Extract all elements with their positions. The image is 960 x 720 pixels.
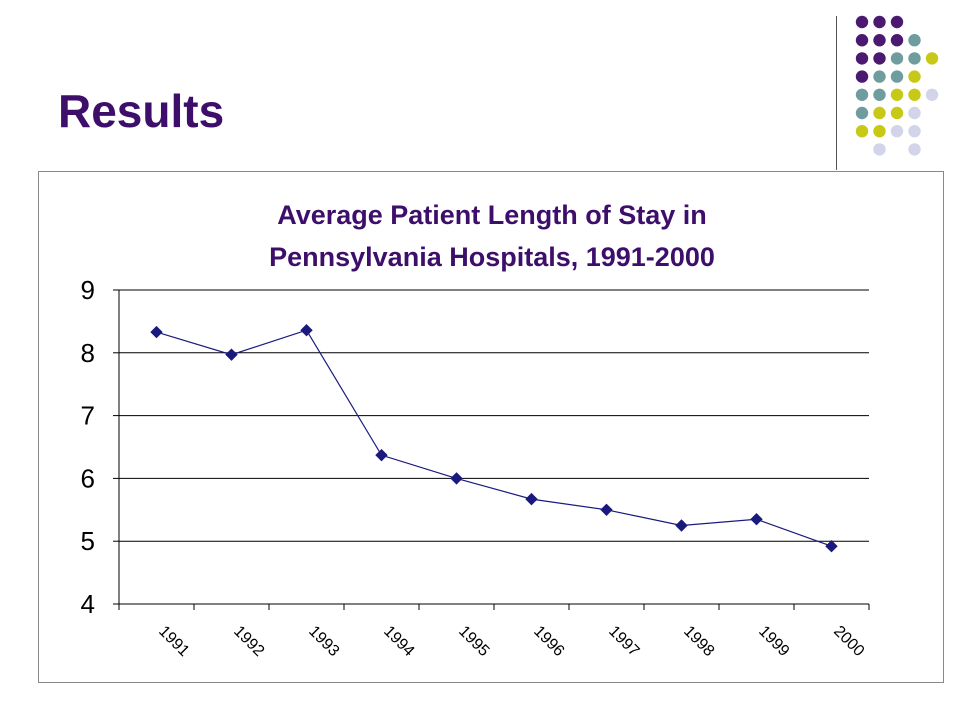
decorative-dot	[890, 34, 904, 47]
decorative-dot	[873, 125, 886, 138]
y-tick-label: 4	[81, 589, 95, 619]
decorative-dot	[855, 70, 869, 83]
x-tick-label: 1997	[605, 623, 642, 660]
chart-frame: 4 5 6 7 8 9 1991 1992 1993 1994 1995 1996 1997 1998 19…	[38, 171, 944, 683]
decorative-dot	[890, 125, 904, 138]
decorative-dot	[873, 88, 886, 102]
x-tick-label: 2000	[830, 623, 867, 660]
decorative-dot	[855, 15, 869, 29]
data-point	[375, 448, 388, 462]
decorative-dot	[890, 88, 904, 102]
decorative-dot	[855, 125, 869, 138]
decorative-dot	[890, 52, 904, 65]
data-point	[450, 472, 463, 485]
decorative-dot	[855, 88, 869, 102]
decorative-dot-grid	[855, 15, 939, 156]
data-point	[600, 503, 613, 517]
chart-plot: 4 5 6 7 8 9 1991 1992 1993 1994 1995 1996 1997 1998 19…	[81, 275, 870, 660]
y-tick-label: 8	[81, 338, 95, 368]
data-point	[225, 348, 238, 361]
decorative-dot	[908, 143, 921, 156]
x-tick-label: 1999	[755, 623, 792, 660]
decorative-dot	[873, 15, 886, 29]
x-tick-label: 1996	[530, 623, 567, 660]
decorative-dot	[925, 52, 939, 65]
decorative-dot	[890, 106, 904, 120]
y-tick-label: 5	[81, 526, 95, 556]
y-tick-label: 9	[81, 275, 95, 305]
x-tick-label: 1998	[680, 623, 717, 660]
decorative-dot	[855, 106, 869, 120]
x-tick-label: 1992	[230, 623, 267, 660]
decorative-dot	[890, 15, 904, 29]
x-tick-label: 1991	[155, 623, 192, 660]
data-point	[150, 325, 163, 339]
chart-title: Average Patient Length of Stay in Pennsy…	[39, 194, 945, 278]
series-line	[156, 329, 832, 547]
data-point	[300, 323, 313, 337]
decorative-dot	[855, 34, 869, 47]
chart-title-line-1: Average Patient Length of Stay in	[277, 200, 707, 230]
x-tick-label: 1995	[455, 623, 492, 660]
divider-line	[836, 16, 837, 170]
y-tick-label: 7	[81, 401, 95, 431]
decorative-dot	[873, 34, 886, 47]
decorative-dot	[873, 70, 886, 83]
decorative-dot	[908, 70, 921, 83]
data-point	[675, 519, 688, 532]
decorative-dot	[908, 52, 921, 65]
decorative-dot	[855, 52, 869, 65]
chart-title-line-2: Pennsylvania Hospitals, 1991-2000	[269, 242, 715, 272]
slide-title: Results	[58, 85, 225, 137]
decorative-dot	[908, 106, 921, 120]
decorative-dot	[890, 70, 904, 83]
x-tick-label: 1993	[305, 623, 342, 660]
data-point	[525, 492, 538, 506]
decorative-dot	[873, 52, 886, 65]
decorative-dot	[908, 34, 921, 47]
decorative-dot	[925, 88, 939, 102]
data-point	[825, 540, 838, 553]
data-point	[750, 513, 763, 526]
decorative-dot	[908, 125, 921, 138]
decorative-dot	[873, 106, 886, 120]
decorative-dot	[873, 143, 886, 156]
y-tick-label: 6	[81, 463, 95, 493]
x-tick-label: 1994	[380, 623, 417, 660]
decorative-dot	[908, 88, 921, 102]
